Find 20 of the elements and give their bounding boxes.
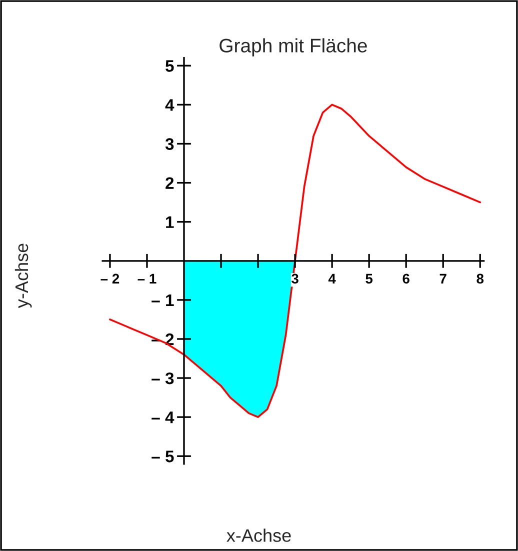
y-tick-label: – 1 [152,294,174,306]
y-axis-title: y-Achse [14,244,32,308]
chart-title: Graph mit Fläche [220,38,367,56]
y-tick-label: 3 [165,138,174,150]
y-tick-label: – 5 [152,450,174,462]
x-axis-title: x-Achse [226,528,291,542]
x-tick-label: 4 [328,274,336,284]
x-tick-label: 7 [440,274,446,284]
y-tick-label: 2 [166,177,174,189]
x-tick-label: – 2 [100,274,120,284]
x-tick-label: 6 [402,274,410,284]
x-tick-label: – 1 [138,274,156,284]
y-tick-label: – 4 [152,412,174,424]
y-tick-label: 4 [165,99,174,111]
x-tick-label: 5 [366,274,373,284]
y-tick-label: 1 [166,216,174,228]
x-tick-label: 8 [476,274,484,284]
y-tick-label: 5 [166,60,174,72]
y-tick-label: – 3 [152,372,174,384]
x-tick-label: 3 [291,274,298,284]
